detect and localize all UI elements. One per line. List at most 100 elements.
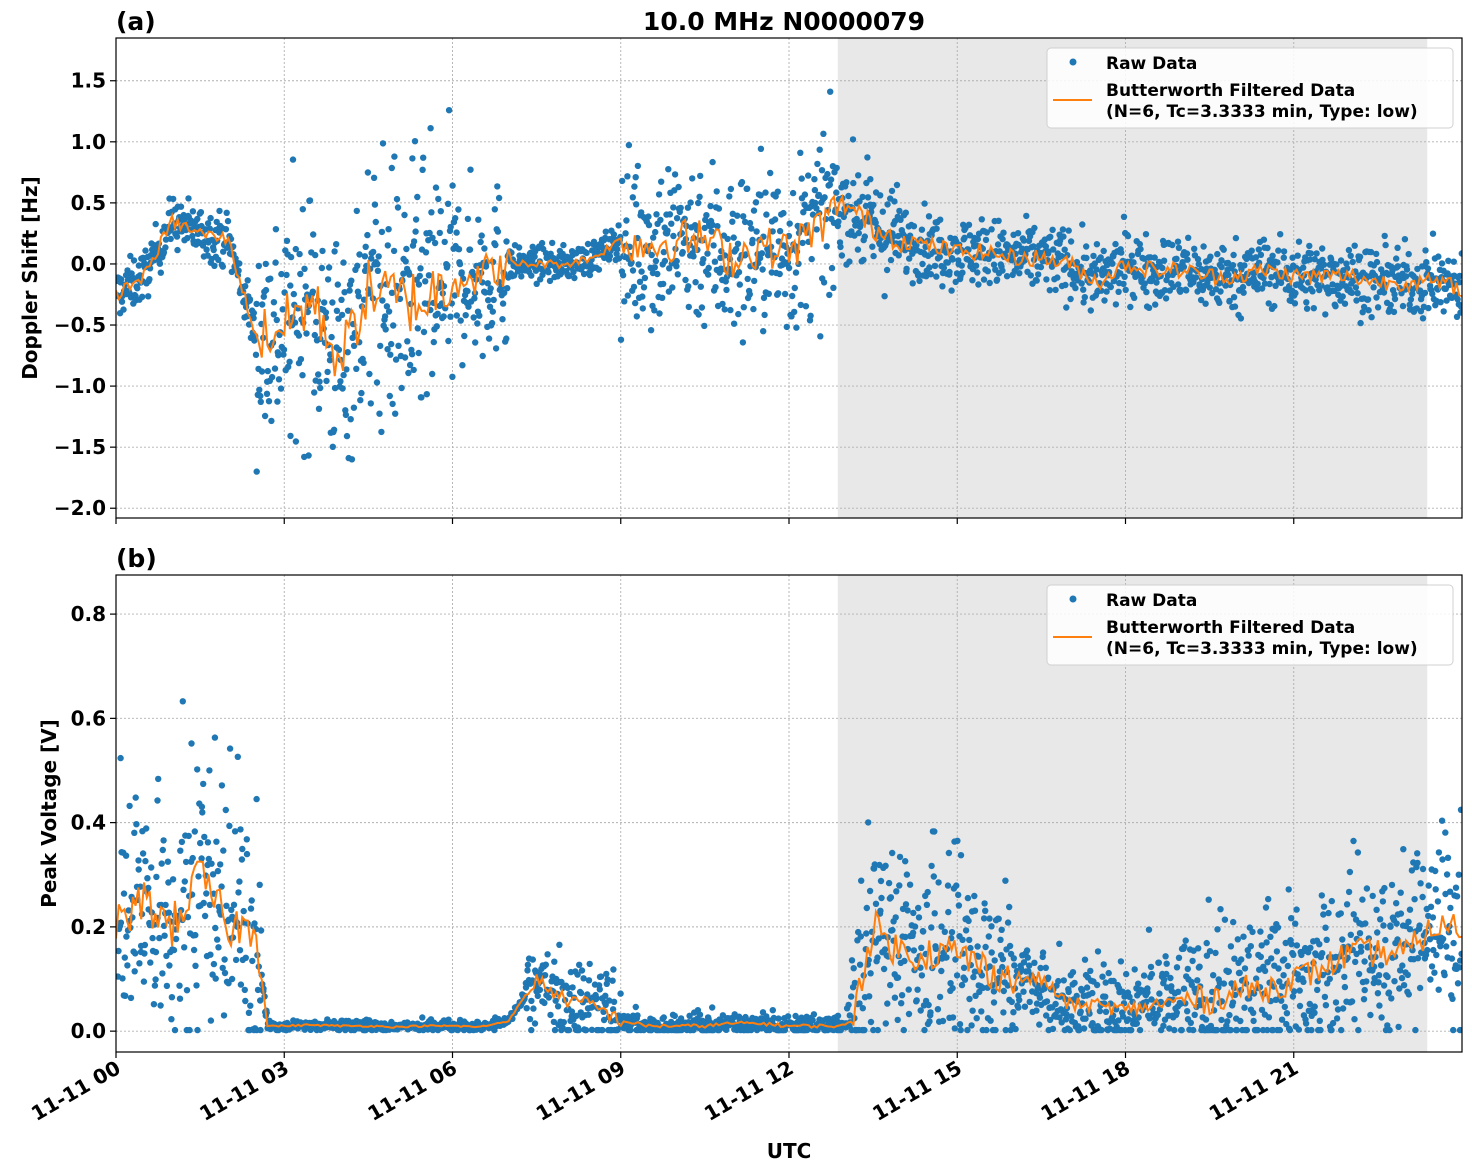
raw-data-point bbox=[689, 175, 696, 182]
raw-data-point bbox=[1098, 1026, 1105, 1034]
raw-data-point bbox=[1043, 1012, 1050, 1019]
raw-data-point bbox=[1348, 289, 1356, 296]
raw-data-point bbox=[1370, 284, 1377, 291]
raw-data-point bbox=[1154, 1011, 1162, 1019]
raw-data-point bbox=[218, 782, 226, 789]
raw-data-point bbox=[746, 291, 753, 298]
raw-data-point bbox=[987, 1017, 994, 1024]
raw-data-point bbox=[1015, 1004, 1022, 1011]
raw-data-point bbox=[226, 822, 233, 830]
raw-data-point bbox=[903, 871, 911, 878]
raw-data-point bbox=[833, 164, 840, 172]
raw-data-point bbox=[488, 319, 496, 327]
raw-data-point bbox=[494, 228, 502, 235]
raw-data-point bbox=[1311, 256, 1318, 263]
raw-data-point bbox=[914, 986, 921, 993]
raw-data-point bbox=[953, 882, 960, 889]
raw-data-point bbox=[769, 228, 776, 235]
raw-data-point bbox=[765, 290, 772, 297]
raw-data-point bbox=[1271, 302, 1278, 310]
y-axis-label: Peak Voltage [V] bbox=[37, 719, 61, 908]
raw-data-point bbox=[1296, 1002, 1304, 1010]
raw-data-point bbox=[1180, 985, 1188, 992]
raw-data-point bbox=[360, 359, 367, 366]
raw-data-point bbox=[194, 215, 201, 223]
raw-data-point bbox=[382, 326, 389, 333]
raw-data-point bbox=[402, 258, 409, 265]
raw-data-point bbox=[453, 312, 460, 319]
raw-data-point bbox=[1334, 1006, 1342, 1013]
raw-data-point bbox=[931, 262, 939, 270]
raw-data-point bbox=[358, 389, 365, 397]
raw-data-point bbox=[1246, 995, 1253, 1002]
raw-data-point bbox=[927, 1009, 934, 1016]
raw-data-point bbox=[1276, 978, 1283, 985]
raw-data-point bbox=[1265, 1014, 1273, 1021]
raw-data-point bbox=[727, 185, 735, 193]
raw-data-point bbox=[1178, 1026, 1185, 1034]
raw-data-point bbox=[1100, 247, 1107, 255]
raw-data-point bbox=[1155, 959, 1163, 966]
raw-data-point bbox=[1295, 1026, 1303, 1033]
raw-data-point bbox=[408, 351, 416, 358]
raw-data-point bbox=[651, 307, 658, 314]
raw-data-point bbox=[623, 217, 630, 224]
raw-data-point bbox=[1102, 1008, 1110, 1015]
raw-data-point bbox=[492, 241, 499, 249]
raw-data-point bbox=[1311, 1009, 1318, 1016]
raw-data-point bbox=[1230, 294, 1238, 301]
raw-data-point bbox=[1320, 911, 1327, 918]
raw-data-point bbox=[193, 982, 200, 989]
raw-data-point bbox=[1258, 942, 1265, 949]
raw-data-point bbox=[445, 1016, 452, 1023]
raw-data-point bbox=[802, 303, 810, 310]
raw-data-point bbox=[1004, 982, 1011, 989]
raw-data-point bbox=[246, 296, 254, 303]
raw-data-point bbox=[1292, 289, 1299, 297]
raw-data-point bbox=[902, 901, 910, 908]
raw-data-point bbox=[405, 369, 412, 377]
raw-data-point bbox=[546, 277, 554, 285]
raw-data-point bbox=[1177, 1000, 1184, 1008]
raw-data-point bbox=[837, 243, 844, 251]
raw-data-point bbox=[661, 257, 669, 265]
raw-data-point bbox=[1148, 996, 1155, 1003]
raw-data-point bbox=[1387, 923, 1394, 930]
raw-data-point bbox=[1083, 243, 1090, 250]
raw-data-point bbox=[679, 248, 686, 256]
raw-data-point bbox=[132, 950, 139, 957]
raw-data-point bbox=[1060, 233, 1067, 240]
raw-data-point bbox=[1183, 250, 1191, 257]
raw-data-point bbox=[262, 260, 269, 268]
raw-data-point bbox=[1076, 1026, 1083, 1034]
raw-data-point bbox=[183, 987, 191, 994]
raw-data-point bbox=[198, 855, 205, 862]
raw-data-point bbox=[811, 186, 819, 194]
raw-data-point bbox=[990, 999, 998, 1006]
raw-data-point bbox=[1096, 1007, 1104, 1015]
raw-data-point bbox=[807, 312, 814, 319]
raw-data-point bbox=[810, 1011, 818, 1018]
raw-data-point bbox=[1220, 246, 1227, 253]
raw-data-point bbox=[1175, 281, 1182, 288]
raw-data-point bbox=[1250, 1017, 1257, 1025]
raw-data-point bbox=[1283, 1010, 1291, 1017]
raw-data-point bbox=[313, 318, 320, 326]
raw-data-point bbox=[675, 183, 682, 191]
raw-data-point bbox=[162, 236, 170, 243]
raw-data-point bbox=[812, 199, 819, 207]
raw-data-point bbox=[962, 927, 970, 934]
raw-data-point bbox=[206, 225, 213, 232]
raw-data-point bbox=[256, 881, 263, 888]
raw-data-point bbox=[222, 806, 229, 814]
raw-data-point bbox=[1265, 895, 1272, 903]
raw-data-point bbox=[226, 745, 234, 752]
raw-data-point bbox=[362, 243, 369, 250]
raw-data-point bbox=[1037, 263, 1045, 271]
raw-data-point bbox=[372, 218, 379, 226]
raw-data-point bbox=[1130, 259, 1137, 266]
raw-data-point bbox=[1431, 969, 1438, 976]
raw-data-point bbox=[801, 191, 809, 198]
raw-data-point bbox=[709, 1004, 716, 1011]
raw-data-point bbox=[615, 222, 622, 229]
